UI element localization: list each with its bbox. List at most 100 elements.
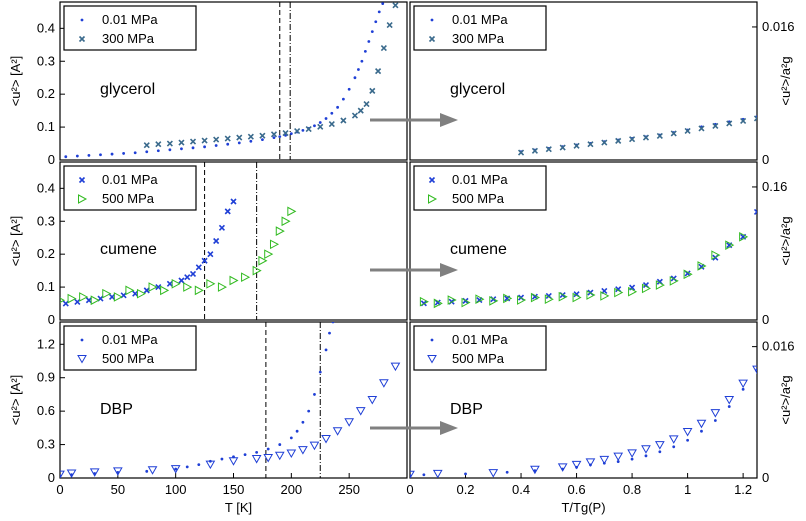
data-point-1 <box>433 298 443 309</box>
data-point-1 <box>298 446 308 455</box>
legend-box <box>63 325 197 371</box>
data-point-1 <box>213 136 220 143</box>
data-point-0 <box>347 87 351 91</box>
data-point-1 <box>224 135 231 142</box>
data-point-1 <box>160 285 170 296</box>
data-point-1 <box>89 468 100 477</box>
data-point-0 <box>505 470 509 474</box>
data-point-0 <box>108 293 116 301</box>
legend-label: 0.01 MPa <box>102 172 158 187</box>
data-point-0 <box>156 149 160 153</box>
data-point-0 <box>178 277 185 284</box>
substance-label: glycerol <box>450 81 505 98</box>
data-point-1 <box>321 435 331 444</box>
data-point-1 <box>600 291 610 301</box>
data-point-1 <box>599 455 610 465</box>
data-point-0 <box>180 147 183 151</box>
legend-marker <box>78 35 86 43</box>
data-point-1 <box>726 120 733 127</box>
data-point-1 <box>60 470 65 478</box>
data-point-1 <box>340 117 347 124</box>
data-point-0 <box>64 155 68 159</box>
data-point-1 <box>317 123 324 130</box>
data-point-1 <box>263 453 274 463</box>
data-point-1 <box>125 285 135 296</box>
data-point-1 <box>102 288 112 299</box>
data-point-1 <box>171 278 181 289</box>
x-tick-label: 100 <box>165 482 187 497</box>
data-point-1 <box>143 142 150 149</box>
legend-box <box>413 5 547 51</box>
data-point-1 <box>711 250 721 260</box>
data-point-1 <box>410 470 415 478</box>
data-point-1 <box>259 132 266 139</box>
data-point-1 <box>614 287 624 298</box>
data-point-0 <box>377 10 381 14</box>
data-point-1 <box>294 127 301 135</box>
data-point-1 <box>573 142 580 149</box>
data-point-0 <box>644 454 648 458</box>
data-point-1 <box>189 138 197 145</box>
data-point-1 <box>194 285 204 296</box>
legend-marker <box>430 18 434 22</box>
data-point-1 <box>517 295 527 305</box>
data-point-0 <box>357 68 360 71</box>
data-point-0 <box>207 251 214 258</box>
data-point-1 <box>572 292 582 303</box>
legend-label: 0.01 MPa <box>102 12 158 27</box>
data-point-0 <box>713 419 717 422</box>
data-point-0 <box>289 436 293 440</box>
data-point-0 <box>166 280 173 287</box>
data-point-1 <box>205 460 216 470</box>
data-point-1 <box>696 419 707 429</box>
data-point-1 <box>739 232 749 242</box>
data-point-0 <box>353 76 357 80</box>
data-point-1 <box>642 134 650 141</box>
data-point-1 <box>698 125 705 132</box>
data-point-1 <box>178 139 185 146</box>
data-point-0 <box>195 264 202 271</box>
data-point-0 <box>301 128 305 132</box>
data-point-1 <box>282 129 289 137</box>
axes-frame <box>409 161 758 321</box>
data-point-0 <box>243 453 247 456</box>
data-point-0 <box>289 132 293 136</box>
axes-frame <box>409 321 758 479</box>
legend-label: 0.01 MPa <box>452 12 508 27</box>
data-points <box>410 365 757 478</box>
y-tick-label: 0 <box>48 470 55 485</box>
data-point-0 <box>168 148 172 152</box>
data-point-1 <box>305 125 312 133</box>
data-point-1 <box>740 117 747 124</box>
data-point-1 <box>613 452 624 462</box>
data-point-0 <box>185 465 189 469</box>
data-point-1 <box>724 396 735 405</box>
y-tick-label: 0.6 <box>37 403 55 418</box>
legend-label: 0.01 MPa <box>452 172 508 187</box>
legend-marker <box>428 194 438 204</box>
substance-label: glycerol <box>100 81 155 98</box>
axes-frame <box>59 161 408 321</box>
data-point-1 <box>236 134 243 141</box>
data-point-0 <box>213 237 220 245</box>
data-point-1 <box>369 87 376 94</box>
data-point-0 <box>700 429 703 433</box>
data-point-1 <box>286 449 297 458</box>
data-point-1 <box>270 131 278 138</box>
data-point-1 <box>531 147 538 154</box>
data-point-1 <box>229 275 239 286</box>
substance-label: DBP <box>100 401 133 418</box>
legend-marker <box>430 338 434 342</box>
data-point-1 <box>627 449 637 458</box>
data-point-1 <box>269 239 280 250</box>
data-point-0 <box>201 257 208 264</box>
y-axis-label: <u²> [A²] <box>8 375 23 426</box>
legend-label: 500 MPa <box>452 191 505 206</box>
data-point-1 <box>309 441 320 451</box>
data-point-0 <box>324 348 328 352</box>
y-tick-label: 0.9 <box>37 370 55 385</box>
legend-marker <box>80 18 84 22</box>
data-point-0 <box>110 152 114 156</box>
data-point-1 <box>683 269 693 280</box>
data-point-0 <box>249 139 253 143</box>
